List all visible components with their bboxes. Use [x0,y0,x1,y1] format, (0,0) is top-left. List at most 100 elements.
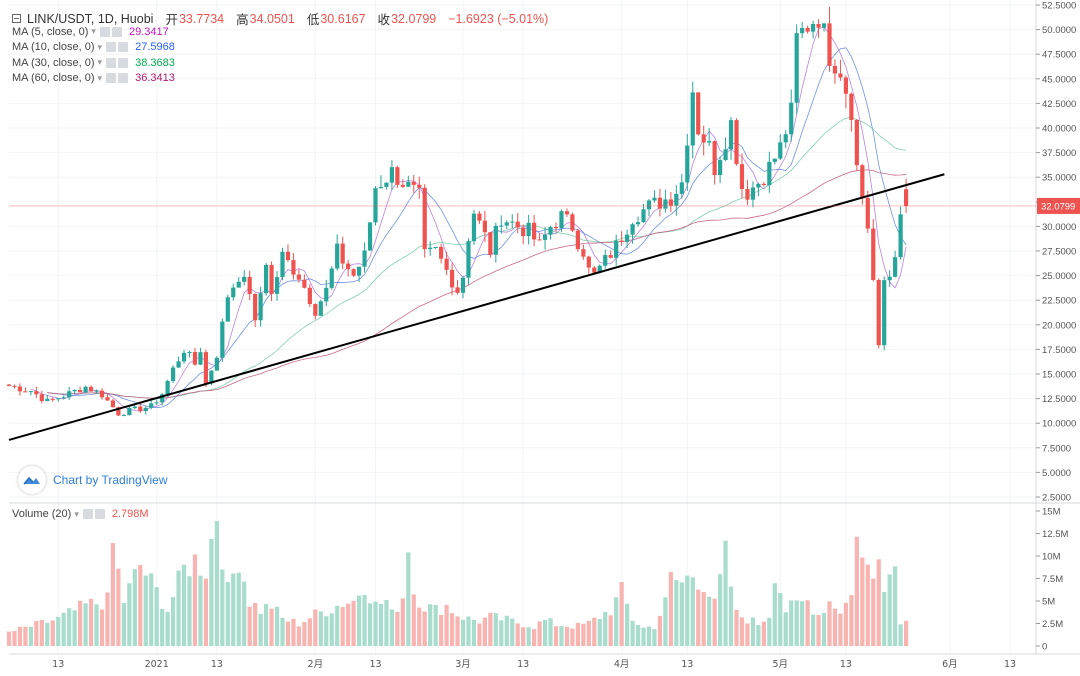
candle-body [307,287,312,305]
volume-bar [630,620,635,646]
candle-body [564,211,570,215]
candle [471,209,477,245]
candle-body [356,266,362,276]
chevron-down-icon[interactable]: ▾ [97,41,103,52]
volume-bar [471,619,477,646]
candle-body [553,226,559,229]
time-tick-label: 13 [517,659,529,670]
candle-body [810,23,816,32]
candle [586,255,591,274]
volume-bar [56,616,61,646]
indicator-controls[interactable] [99,26,122,37]
trendline[interactable] [8,173,945,441]
candle [663,189,668,213]
candle [99,388,105,400]
settings-icon[interactable] [106,42,117,53]
candle-body [28,391,33,393]
candle-body [83,386,88,393]
candle [488,232,493,258]
candle-body [433,246,438,248]
volume-bar [269,608,274,646]
volume-bar [110,542,116,646]
symbol-title: LINK/USDT, 1D, Huobi [27,11,154,26]
candle-body [455,287,460,293]
candle [324,279,329,307]
volume-bar [521,627,526,646]
candle-body [78,389,83,393]
indicator-controls[interactable] [106,73,129,84]
candle [745,179,750,206]
indicator-controls[interactable] [106,42,129,53]
close-icon[interactable] [118,42,129,53]
candle [444,251,449,275]
time-tick-label: 13 [1004,659,1016,670]
candle [121,413,126,417]
high-label: 高 [236,13,249,27]
candle-body [428,247,433,250]
indicator-ma5[interactable]: MA (5, close, 0) ▾ 29.3417 [12,24,175,40]
volume-bar [34,621,39,646]
indicator-ma10[interactable]: MA (10, close, 0) ▾ 27.5968 [12,40,175,56]
candle [805,25,810,34]
collapse-icon[interactable] [12,14,21,23]
settings-icon[interactable] [82,509,93,519]
volume-controls[interactable] [82,509,105,519]
time-tick-label: 2月 [308,659,324,670]
candle [854,119,859,171]
candle-body [258,293,263,321]
ma60-line [47,169,907,399]
candle [225,294,230,322]
candle [138,403,143,413]
candle-body [532,222,537,240]
candle-body [192,351,198,365]
close-icon[interactable] [118,73,129,84]
volume-bar [493,613,498,646]
volume-bar [789,600,794,646]
candle-body [816,23,821,28]
candle-body [225,297,230,322]
indicator-value: 27.5968 [135,41,175,54]
close-icon[interactable] [111,26,122,37]
candle [318,299,323,316]
candle-body [772,158,777,162]
settings-icon[interactable] [106,57,117,68]
time-tick-label: 13 [840,659,852,670]
symbol-legend: LINK/USDT, 1D, Huobi 开 33.7734 高 34.0501 低… [12,9,548,28]
chevron-down-icon[interactable]: ▾ [97,72,103,83]
settings-icon[interactable] [106,73,117,84]
candle-body [548,226,553,235]
candle-body [903,189,909,206]
candle-body [417,184,422,188]
tradingview-watermark[interactable]: Chart by TradingView [18,466,168,494]
price-tick-label: 22.5000 [1042,296,1076,307]
candle-body [794,33,799,103]
candle-body [526,222,531,237]
indicator-ma60[interactable]: MA (60, close, 0) ▾ 36.3413 [12,71,175,87]
volume-bar [362,594,367,646]
candle [614,234,619,266]
chevron-down-icon[interactable]: ▾ [91,26,96,37]
candle [685,133,690,191]
candle [701,125,706,156]
volume-bar [449,613,455,646]
chevron-down-icon[interactable]: ▾ [74,508,79,519]
candle-body [614,240,619,258]
candle-body [515,221,520,228]
volume-bar [439,614,444,646]
chevron-down-icon[interactable]: ▾ [97,57,103,68]
close-icon[interactable] [118,57,129,68]
candle [149,400,154,410]
candle-body [61,397,66,399]
settings-icon[interactable] [99,26,110,37]
volume-bar [504,615,509,646]
candle-body [329,268,334,288]
candle-body [696,92,701,135]
volume-bar [45,622,50,646]
candle [460,276,466,299]
volume-bar [428,604,433,646]
volume-bar [236,572,241,646]
close-icon[interactable] [94,509,105,519]
candle-body [362,250,367,267]
indicator-ma30[interactable]: MA (30, close, 0) ▾ 38.3683 [12,55,175,71]
indicator-controls[interactable] [106,57,129,68]
